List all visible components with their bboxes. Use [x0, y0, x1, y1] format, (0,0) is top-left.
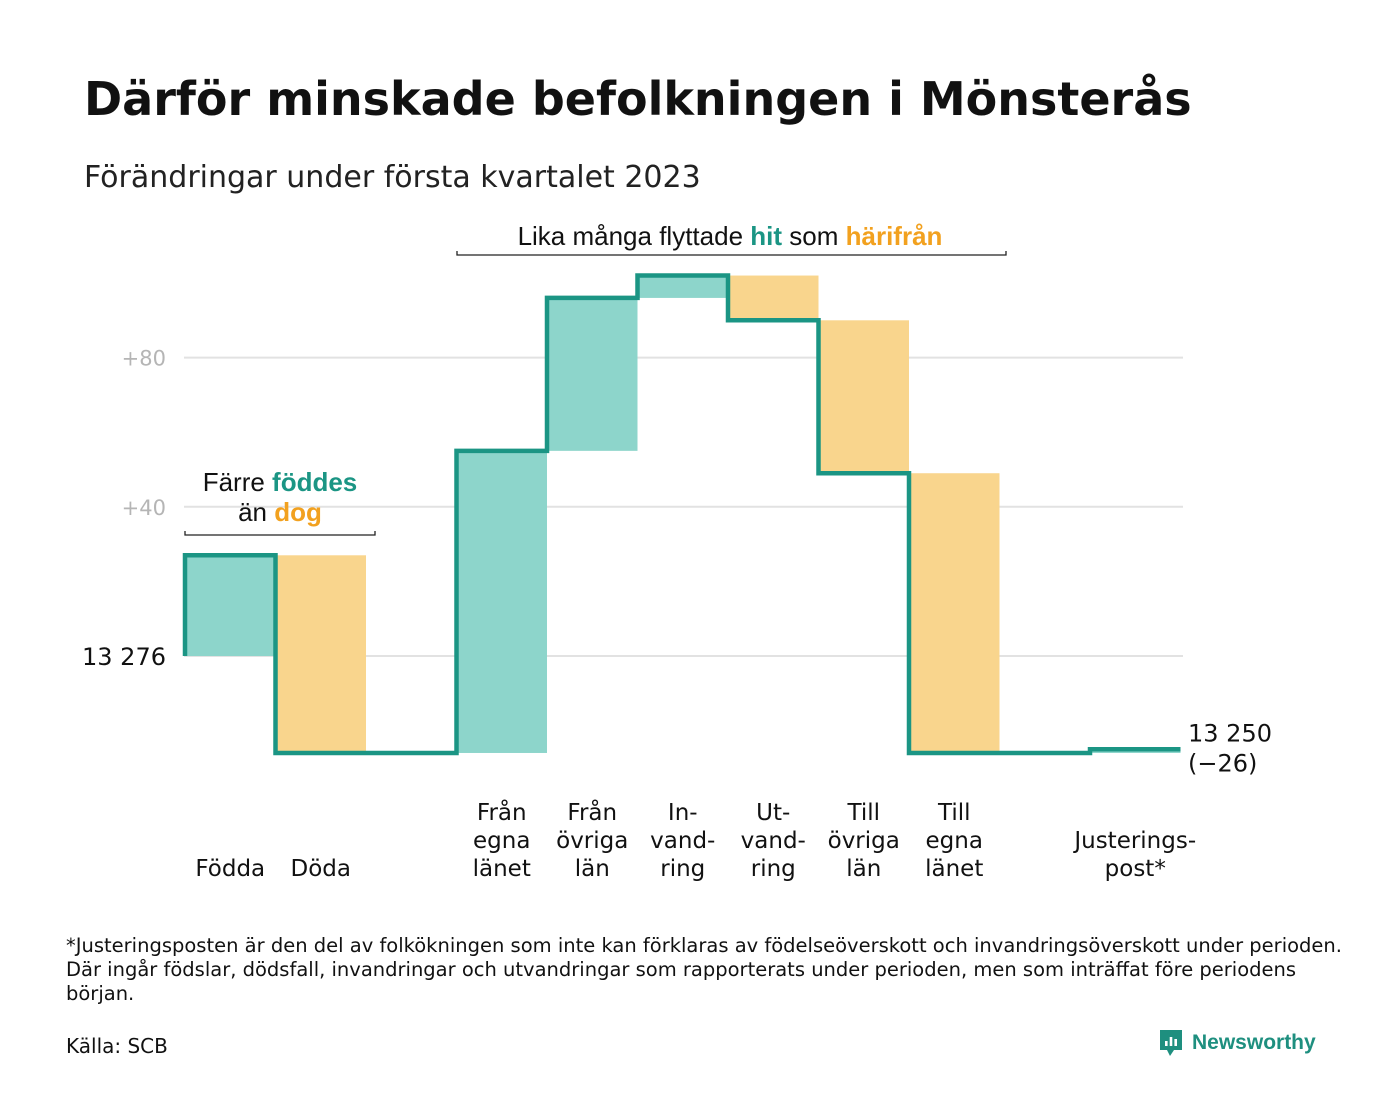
- start-value-label: 13 276: [82, 643, 166, 671]
- category-label-till-egna-lanet: länet: [925, 856, 983, 882]
- chart-title: Därför minskade befolkningen i Mönsterås: [84, 72, 1192, 126]
- source-note: Källa: SCB: [66, 1034, 168, 1058]
- end-change-label: (−26): [1188, 749, 1257, 777]
- category-label-fodda: Födda: [195, 856, 265, 882]
- level-step-line: [182, 273, 1181, 756]
- brand: Newsworthy: [1158, 1028, 1316, 1058]
- category-label-fran-egna-lanet: Från: [477, 798, 527, 826]
- category-label-justeringspost: post*: [1105, 856, 1166, 882]
- category-label-till-ovriga-lan: övriga: [828, 828, 900, 854]
- category-label-till-ovriga-lan: län: [846, 856, 881, 882]
- bar-fran-ovriga-lan: [548, 297, 638, 451]
- bar-fran-egna-lanet: [457, 450, 547, 753]
- category-label-till-egna-lanet: egna: [926, 828, 983, 854]
- newsworthy-logo-icon: [1160, 1030, 1182, 1056]
- category-label-till-egna-lanet: Till: [937, 800, 971, 826]
- category-label-invandring: ring: [660, 856, 705, 882]
- category-label-invandring: In-: [668, 800, 698, 826]
- births-annotation-line2: än dog: [238, 497, 322, 527]
- category-label-fran-egna-lanet: egna: [473, 828, 530, 854]
- bar-till-ovriga-lan: [819, 320, 909, 474]
- bar-till-egna-lanet: [910, 473, 1000, 753]
- category-label-fran-ovriga-lan: Från: [567, 798, 617, 826]
- brand-name: Newsworthy: [1192, 1031, 1316, 1054]
- category-label-utvandring: ring: [751, 856, 796, 882]
- category-label-utvandring: Ut-: [756, 800, 790, 826]
- births-bracket: [184, 531, 376, 536]
- bar-doda: [276, 555, 366, 753]
- footnote: *Justeringsposten är den del av folkökni…: [66, 934, 1342, 1005]
- bar-fodda: [186, 555, 276, 656]
- category-label-fran-ovriga-lan: övriga: [556, 828, 628, 854]
- bar-invandring: [638, 275, 728, 298]
- births-annotation-line1: Färre föddes: [203, 467, 358, 497]
- bar-utvandring: [729, 275, 819, 321]
- chart-subtitle: Förändringar under första kvartalet 2023: [84, 160, 701, 195]
- category-label-invandring: vand-: [650, 828, 715, 854]
- y-tick-label: +80: [122, 347, 166, 371]
- y-tick-label: +40: [122, 496, 166, 520]
- category-label-doda: Döda: [291, 856, 351, 882]
- moves-bracket: [456, 251, 1007, 256]
- moves-annotation: Lika många flyttade hit som härifrån: [518, 221, 943, 251]
- category-label-till-ovriga-lan: Till: [846, 800, 880, 826]
- category-label-fran-ovriga-lan: län: [575, 856, 610, 882]
- category-label-fran-egna-lanet: länet: [473, 856, 531, 882]
- category-label-justeringspost: Justerings-: [1072, 828, 1196, 854]
- category-label-utvandring: vand-: [741, 828, 806, 854]
- end-value-label: 13 250: [1188, 719, 1272, 747]
